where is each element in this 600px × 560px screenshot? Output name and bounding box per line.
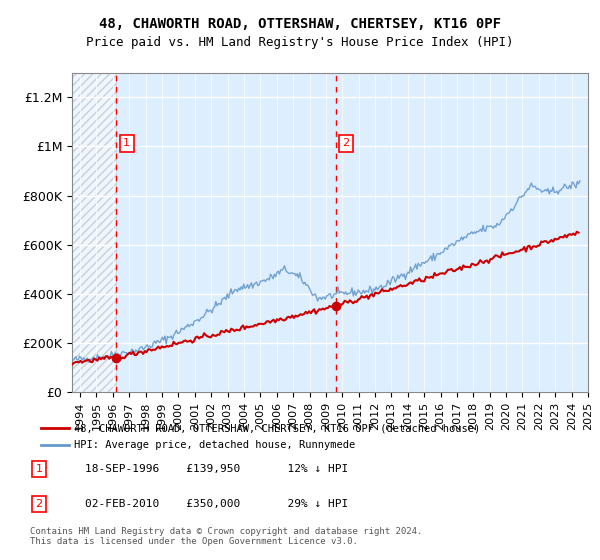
- Bar: [72, 73, 116, 392]
- Text: 02-FEB-2010    £350,000       29% ↓ HPI: 02-FEB-2010 £350,000 29% ↓ HPI: [85, 499, 349, 509]
- Text: 48, CHAWORTH ROAD, OTTERSHAW, CHERTSEY, KT16 0PF: 48, CHAWORTH ROAD, OTTERSHAW, CHERTSEY, …: [99, 17, 501, 31]
- Text: 1: 1: [123, 138, 130, 148]
- Text: 1: 1: [35, 464, 43, 474]
- Text: 18-SEP-1996    £139,950       12% ↓ HPI: 18-SEP-1996 £139,950 12% ↓ HPI: [85, 464, 349, 474]
- Text: Price paid vs. HM Land Registry's House Price Index (HPI): Price paid vs. HM Land Registry's House …: [86, 36, 514, 49]
- Text: 48, CHAWORTH ROAD, OTTERSHAW, CHERTSEY, KT16 0PF (detached house): 48, CHAWORTH ROAD, OTTERSHAW, CHERTSEY, …: [74, 423, 481, 433]
- Text: 2: 2: [35, 499, 43, 509]
- Text: HPI: Average price, detached house, Runnymede: HPI: Average price, detached house, Runn…: [74, 440, 355, 450]
- Text: Contains HM Land Registry data © Crown copyright and database right 2024.
This d: Contains HM Land Registry data © Crown c…: [30, 526, 422, 546]
- Text: 2: 2: [342, 138, 349, 148]
